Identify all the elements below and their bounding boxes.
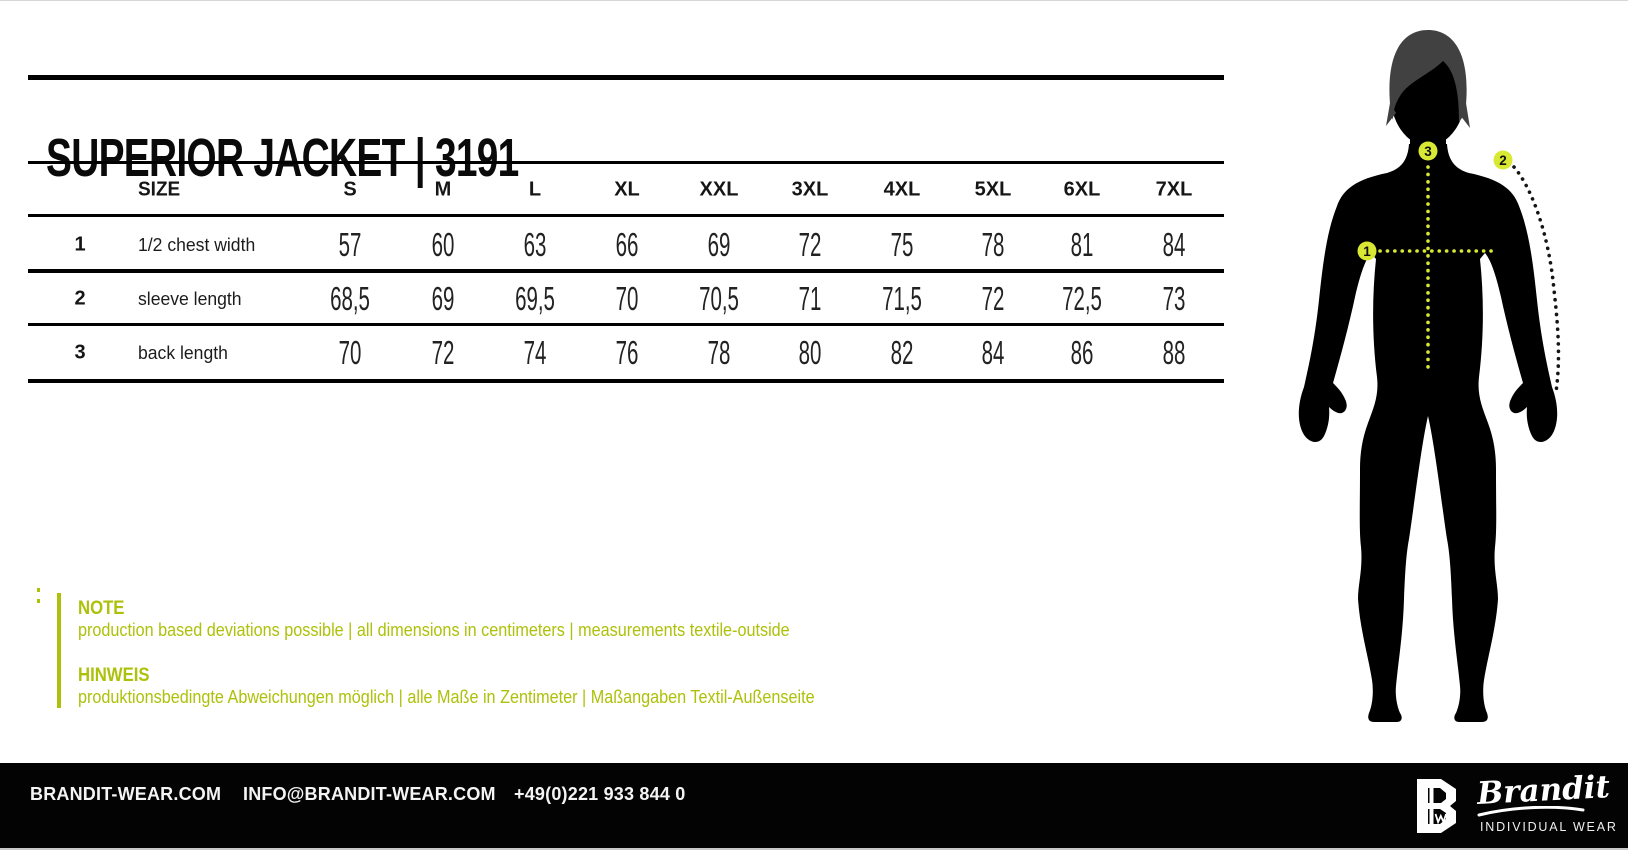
size-value-cell: 81 — [1070, 226, 1094, 263]
size-value-cell: 82 — [890, 334, 914, 371]
note-accent-dot — [37, 599, 40, 603]
page-title: SUPERIOR JACKET | 3191 — [46, 128, 519, 189]
size-value-cell: 84 — [1162, 226, 1186, 263]
footer-email: INFO@BRANDIT-WEAR.COM — [243, 784, 496, 804]
logo-letter-w — [1434, 813, 1447, 825]
row-label: 1/2 chest width — [138, 234, 256, 255]
size-col-header: XXL — [699, 178, 739, 201]
row-label: back length — [138, 342, 228, 363]
size-column-title: SIZE — [138, 178, 181, 201]
size-value-cell: 78 — [981, 226, 1005, 263]
footer-phone: +49(0)221 933 844 0 — [514, 784, 686, 804]
size-value-cell: 76 — [615, 334, 639, 371]
size-value-cell: 78 — [707, 334, 731, 371]
body-silhouette — [1298, 144, 1558, 722]
size-value-cell: 72 — [981, 280, 1005, 317]
size-value-cell: 73 — [1162, 280, 1186, 317]
size-col-header: M — [434, 178, 452, 201]
size-value-cell: 68,5 — [330, 280, 370, 317]
row-number: 3 — [74, 341, 86, 364]
sleeve-length-dotted-line — [1512, 165, 1561, 394]
bottom-edge-line — [0, 848, 1628, 850]
row-number: 1 — [74, 233, 86, 256]
size-col-header: 6XL — [1063, 178, 1101, 201]
note-text-de: produktionsbedingte Abweichungen möglich… — [78, 687, 815, 707]
top-edge-line — [0, 0, 1628, 1]
size-col-header: XL — [614, 178, 640, 201]
size-value-cell: 71 — [798, 280, 822, 317]
size-value-cell: 70,5 — [699, 280, 739, 317]
size-col-header: L — [528, 178, 542, 201]
note-heading-en: NOTE — [78, 598, 125, 619]
size-value-cell: 74 — [523, 334, 547, 371]
note-text-en: production based deviations possible | a… — [78, 620, 790, 640]
size-value-cell: 60 — [431, 226, 455, 263]
note-accent-bar — [57, 593, 61, 708]
row-number: 2 — [74, 287, 86, 310]
note-accent-dot — [37, 588, 40, 592]
size-value-cell: 57 — [338, 226, 362, 263]
size-value-cell: 63 — [523, 226, 547, 263]
table-rule — [28, 269, 1224, 273]
size-col-header: 4XL — [883, 178, 921, 201]
footer-website: BRANDIT-WEAR.COM — [30, 784, 222, 804]
table-rule — [28, 214, 1224, 217]
svg-text:1: 1 — [1363, 244, 1371, 259]
table-rule — [28, 161, 1224, 164]
svg-text:2: 2 — [1499, 153, 1507, 168]
marker-badge-1: 1 — [1357, 241, 1377, 261]
size-value-cell: 70 — [338, 334, 362, 371]
size-col-header: 5XL — [974, 178, 1012, 201]
note-heading-de: HINWEIS — [78, 665, 150, 686]
marker-badge-2: 2 — [1493, 150, 1513, 170]
brandit-underline-swoosh — [1477, 806, 1585, 817]
brandit-logo-mark — [1417, 779, 1456, 833]
size-value-cell: 71,5 — [882, 280, 922, 317]
size-value-cell: 72,5 — [1062, 280, 1102, 317]
size-value-cell: 88 — [1162, 334, 1186, 371]
brandit-tagline: INDIVIDUAL WEAR — [1480, 820, 1618, 834]
svg-text:3: 3 — [1424, 144, 1432, 159]
size-value-cell: 86 — [1070, 334, 1094, 371]
size-value-cell: 69 — [431, 280, 455, 317]
size-col-header: 7XL — [1155, 178, 1193, 201]
size-value-cell: 69 — [707, 226, 731, 263]
size-value-cell: 70 — [615, 280, 639, 317]
size-value-cell: 72 — [798, 226, 822, 263]
size-value-cell: 84 — [981, 334, 1005, 371]
table-rule — [28, 323, 1224, 326]
person-silhouette-figure: 1 2 3 — [1298, 30, 1561, 722]
size-value-cell: 72 — [431, 334, 455, 371]
table-rule — [28, 75, 1224, 80]
footer-bar — [0, 763, 1628, 848]
row-label: sleeve length — [138, 288, 242, 309]
size-col-header: 3XL — [791, 178, 829, 201]
size-value-cell: 69,5 — [515, 280, 555, 317]
size-col-header: S — [343, 178, 357, 201]
size-value-cell: 80 — [798, 334, 822, 371]
size-value-cell: 66 — [615, 226, 639, 263]
size-value-cell: 75 — [890, 226, 914, 263]
marker-badge-3: 3 — [1418, 141, 1438, 161]
logo-letter-i — [1429, 788, 1434, 824]
table-rule — [28, 379, 1224, 383]
hair — [1389, 30, 1467, 122]
